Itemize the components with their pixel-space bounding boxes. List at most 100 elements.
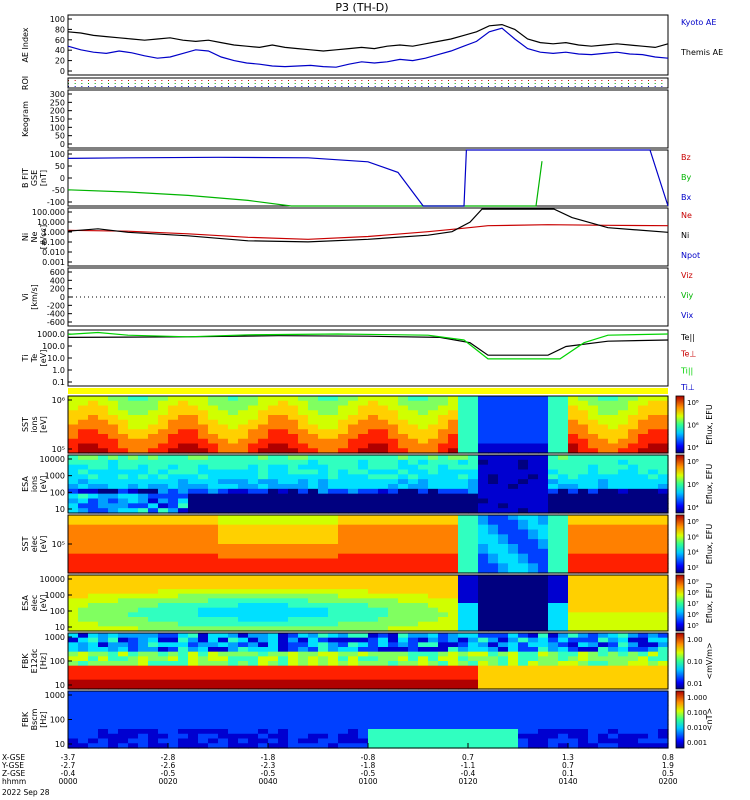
colorbar-tick: 10⁶: [687, 611, 699, 619]
spectrogram-cell: [408, 626, 419, 632]
spectrogram-cell: [398, 691, 409, 697]
spectrogram-cell: [568, 419, 579, 426]
spectrogram-cell: [228, 705, 239, 711]
spectrogram-cell: [358, 743, 369, 749]
spectrogram-cell: [328, 691, 339, 697]
spectrogram-cell: [578, 603, 589, 609]
spectrogram-cell: [478, 743, 489, 749]
spectrogram-cell: [628, 553, 639, 560]
spectrogram-cell: [638, 484, 649, 490]
spectrogram-cell: [328, 434, 339, 440]
spectrogram-cell: [488, 738, 499, 744]
spectrogram-cell: [138, 534, 149, 540]
spectrogram-cell: [388, 553, 399, 560]
spectrogram-cell: [308, 724, 319, 730]
spectrogram-cell: [328, 469, 339, 475]
spectrogram-cell: [498, 684, 509, 690]
spectrogram-cell: [338, 603, 349, 609]
spectrogram-cell: [438, 665, 449, 671]
spectrogram-cell: [218, 733, 229, 740]
spectrogram-cell: [68, 705, 79, 711]
spectrogram-cell: [568, 424, 579, 430]
spectrogram-cell: [538, 479, 549, 485]
spectrogram-cell: [568, 539, 579, 545]
spectrogram-cell: [518, 710, 529, 716]
spectrogram-cell: [468, 448, 479, 454]
spectrogram-cell: [658, 563, 669, 569]
roi-mark: [201, 83, 203, 84]
spectrogram-cell: [608, 405, 619, 411]
spectrogram-cell: [138, 661, 149, 667]
spectrogram-cell: [528, 670, 539, 676]
spectrogram-cell: [128, 464, 139, 471]
spectrogram-cell: [148, 448, 159, 454]
spectrogram-cell: [578, 568, 589, 574]
spectrogram-cell: [368, 396, 379, 402]
spectrogram-cell: [648, 558, 659, 564]
roi-mark: [261, 80, 263, 81]
x-row-value: -0.4: [461, 769, 476, 778]
roi-mark: [428, 83, 429, 84]
spectrogram-cell: [148, 584, 159, 590]
spectrogram-cell: [208, 593, 219, 599]
spectrogram-cell: [518, 429, 529, 435]
spectrogram-cell: [398, 415, 409, 421]
spectrogram-cell: [508, 553, 519, 560]
spectrogram-cell: [238, 656, 249, 662]
spectrogram-cell: [98, 515, 109, 521]
spectrogram-cell: [148, 534, 159, 540]
spectrogram-cell: [638, 598, 649, 604]
roi-mark: [334, 83, 336, 84]
spectrogram-cell: [228, 474, 239, 480]
spectrogram-cell: [298, 719, 309, 725]
spectrogram-cell: [208, 455, 219, 461]
spectrogram-cell: [618, 563, 629, 569]
spectrogram-cell: [158, 700, 169, 706]
spectrogram-cell: [338, 410, 349, 416]
spectrogram-cell: [288, 558, 299, 564]
spectrogram-cell: [328, 675, 339, 681]
roi-mark: [181, 83, 183, 84]
spectrogram-cell: [288, 484, 299, 490]
spectrogram-cell: [98, 553, 109, 560]
spectrogram-cell: [578, 589, 589, 595]
spectrogram-cell: [158, 621, 169, 627]
spectrogram-cell: [298, 563, 309, 569]
spectrogram-cell: [548, 508, 559, 514]
spectrogram-cell: [168, 455, 179, 461]
roi-mark: [74, 86, 76, 87]
spectrogram-cell: [248, 743, 259, 749]
spectrogram-cell: [378, 400, 389, 407]
spectrogram-cell: [408, 539, 419, 545]
spectrogram-cell: [298, 679, 309, 685]
spectrogram-cell: [268, 695, 279, 702]
spectrogram-cell: [538, 438, 549, 445]
spectrogram-cell: [78, 479, 89, 485]
spectrogram-cell: [648, 563, 659, 569]
spectrogram-cell: [68, 396, 79, 402]
spectrogram-cell: [268, 710, 279, 716]
spectrogram-cell: [238, 589, 249, 595]
spectrogram-cell: [558, 665, 569, 671]
spectrogram-cell: [398, 410, 409, 416]
spectrogram-cell: [618, 503, 629, 509]
spectrogram-cell: [548, 589, 559, 595]
spectrogram-cell: [138, 448, 149, 454]
spectrogram-cell: [558, 479, 569, 485]
spectrogram-cell: [638, 733, 649, 740]
spectrogram-cell: [248, 661, 259, 667]
spectrogram-cell: [628, 651, 639, 657]
spectrogram-cell: [588, 493, 599, 500]
spectrogram-cell: [438, 474, 449, 480]
spectrogram-cell: [468, 593, 479, 599]
spectrogram-cell: [128, 524, 139, 531]
spectrogram-cell: [338, 675, 349, 681]
spectrogram-cell: [428, 589, 439, 595]
spectrogram-cell: [298, 603, 309, 609]
spectrogram-cell: [408, 484, 419, 490]
spectrogram-cell: [448, 637, 459, 643]
y-tick-label: 40: [55, 46, 65, 55]
spectrogram-cell: [88, 670, 99, 676]
spectrogram-cell: [258, 534, 269, 540]
spectrogram-cell: [578, 410, 589, 416]
